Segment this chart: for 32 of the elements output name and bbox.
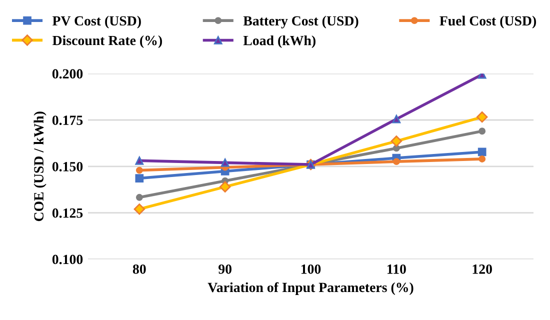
y-tick-label: 0.125	[52, 208, 83, 218]
point	[478, 128, 486, 135]
point	[478, 148, 486, 156]
point	[136, 194, 143, 201]
legend-label: Battery Cost (USD)	[243, 16, 358, 28]
point	[219, 181, 231, 192]
y-tick-label: 0.200	[52, 69, 83, 79]
legend-label: Fuel Cost (USD)	[440, 16, 536, 28]
y-tick-label: 0.100	[52, 254, 83, 264]
x-tick-label: 120	[472, 264, 492, 274]
point	[135, 156, 144, 165]
point	[392, 144, 400, 152]
point	[478, 156, 486, 162]
y-tick-label: 0.150	[52, 162, 83, 172]
point	[476, 111, 488, 123]
point	[135, 174, 144, 182]
point	[392, 158, 400, 166]
x-tick-label: 100	[301, 264, 321, 274]
point	[136, 166, 143, 174]
legend-label: PV Cost (USD)	[52, 16, 141, 28]
x-axis-title: Variation of Input Parameters (%)	[208, 282, 414, 295]
legend-label: Discount Rate (%)	[52, 35, 162, 48]
point	[392, 114, 401, 124]
point	[390, 136, 402, 147]
point	[134, 203, 146, 215]
y-tick-label: 0.175	[52, 116, 83, 126]
legend-label: Load (kWh)	[243, 35, 316, 48]
point	[220, 158, 230, 167]
x-tick-label: 90	[218, 264, 232, 274]
x-tick-label: 110	[388, 264, 406, 274]
y-axis-title: COE (USD / kWh)	[34, 112, 46, 222]
x-tick-label: 80	[132, 264, 146, 274]
